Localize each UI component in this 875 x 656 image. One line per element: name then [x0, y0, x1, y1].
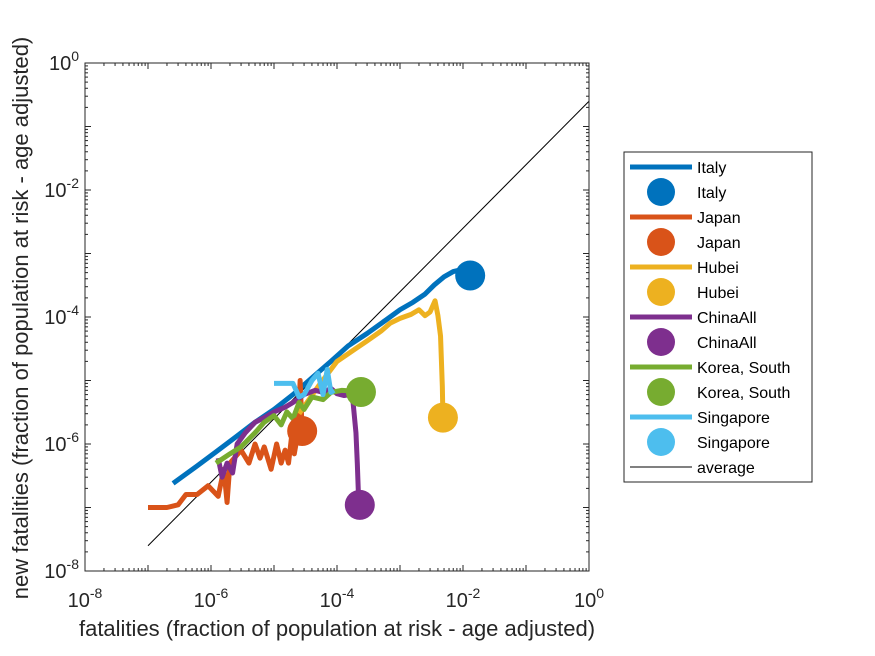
- legend-label: Japan: [697, 235, 741, 252]
- legend-entry-korea-south-line: Korea, South: [630, 360, 790, 377]
- x-tick-label: 10-8: [68, 585, 103, 612]
- legend-marker-swatch: [647, 178, 675, 206]
- legend-marker-swatch: [647, 428, 675, 456]
- legend-marker-swatch: [647, 328, 675, 356]
- plot-background: [85, 63, 589, 571]
- legend-entry-average-thin-line: average: [630, 460, 755, 477]
- legend-label: Korea, South: [697, 385, 790, 402]
- legend-entry-hubei-line: Hubei: [630, 260, 739, 277]
- x-tick-label: 10-4: [320, 585, 355, 612]
- end-marker-japan: [287, 416, 318, 447]
- x-tick-exponent: -4: [342, 585, 355, 601]
- x-tick-label: 10-6: [194, 585, 229, 612]
- y-tick-label: 10-4: [44, 302, 79, 329]
- y-tick-base: 10: [44, 561, 66, 583]
- y-tick-label: 10-8: [44, 556, 79, 583]
- legend-entry-italy-marker: Italy: [647, 178, 726, 206]
- legend: Italy Italy Japan Japan Hubei Hubei ChinaAll Ch…: [623, 151, 813, 483]
- y-axis-title: new fatalities (fraction of population a…: [8, 37, 33, 600]
- legend-label: Japan: [697, 210, 741, 227]
- series-line-italy: [171, 267, 472, 486]
- x-tick-base: 10: [446, 590, 468, 612]
- legend-entry-hubei-marker: Hubei: [647, 278, 739, 306]
- y-tick-label: 10-2: [44, 175, 79, 202]
- y-tick-exponent: -6: [67, 429, 80, 445]
- legend-label: Singapore: [697, 435, 770, 452]
- series-line-singapore: [274, 366, 336, 400]
- legend-marker-swatch: [647, 278, 675, 306]
- legend-label: ChinaAll: [697, 335, 757, 352]
- legend-label: Korea, South: [697, 360, 790, 377]
- legend-label: Singapore: [697, 410, 770, 427]
- y-tick-base: 10: [44, 434, 66, 456]
- legend-label: Hubei: [697, 260, 739, 277]
- x-tick-base: 10: [320, 590, 342, 612]
- x-tick-exponent: -2: [468, 585, 481, 601]
- legend-label: ChinaAll: [697, 310, 757, 327]
- end-marker-italy: [455, 260, 486, 291]
- legend-entry-japan-line: Japan: [630, 210, 741, 227]
- legend-entry-singapore-marker: Singapore: [647, 428, 770, 456]
- legend-entry-italy-line: Italy: [630, 160, 726, 177]
- legend-label: average: [697, 460, 755, 477]
- legend-entry-chinaall-line: ChinaAll: [630, 310, 757, 327]
- legend-marker-swatch: [647, 378, 675, 406]
- y-tick-exponent: 0: [71, 48, 79, 64]
- x-tick-exponent: 0: [596, 585, 604, 601]
- series-line-hubei: [297, 298, 446, 418]
- end-marker-chinaall: [344, 489, 375, 520]
- plot-area: [85, 63, 589, 571]
- x-tick-base: 10: [68, 590, 90, 612]
- y-tick-base: 10: [49, 53, 71, 75]
- y-tick-base: 10: [44, 180, 66, 202]
- legend-entry-japan-marker: Japan: [647, 228, 741, 256]
- y-tick-label: 100: [49, 48, 79, 75]
- x-tick-base: 10: [194, 590, 216, 612]
- legend-marker-swatch: [647, 228, 675, 256]
- x-tick-base: 10: [574, 590, 596, 612]
- y-tick-base: 10: [44, 307, 66, 329]
- x-tick-label: 10-2: [446, 585, 481, 612]
- y-tick-label: 10-6: [44, 429, 79, 456]
- plot-contents: [147, 100, 589, 547]
- legend-label: Hubei: [697, 285, 739, 302]
- legend-entry-korea-south-marker: Korea, South: [647, 378, 790, 406]
- legend-entry-singapore-line: Singapore: [630, 410, 770, 427]
- end-marker-hubei: [427, 402, 458, 433]
- x-axis-title: fatalities (fraction of population at ri…: [79, 616, 595, 641]
- y-tick-exponent: -4: [67, 302, 80, 318]
- x-tick-exponent: -8: [90, 585, 103, 601]
- legend-entry-chinaall-marker: ChinaAll: [647, 328, 757, 356]
- legend-label: Italy: [697, 185, 726, 202]
- y-tick-exponent: -2: [67, 175, 80, 191]
- x-tick-label: 100: [574, 585, 604, 612]
- end-marker-korea-south: [345, 376, 376, 407]
- y-tick-exponent: -8: [67, 556, 80, 572]
- x-tick-exponent: -6: [216, 585, 229, 601]
- legend-label: Italy: [697, 160, 726, 177]
